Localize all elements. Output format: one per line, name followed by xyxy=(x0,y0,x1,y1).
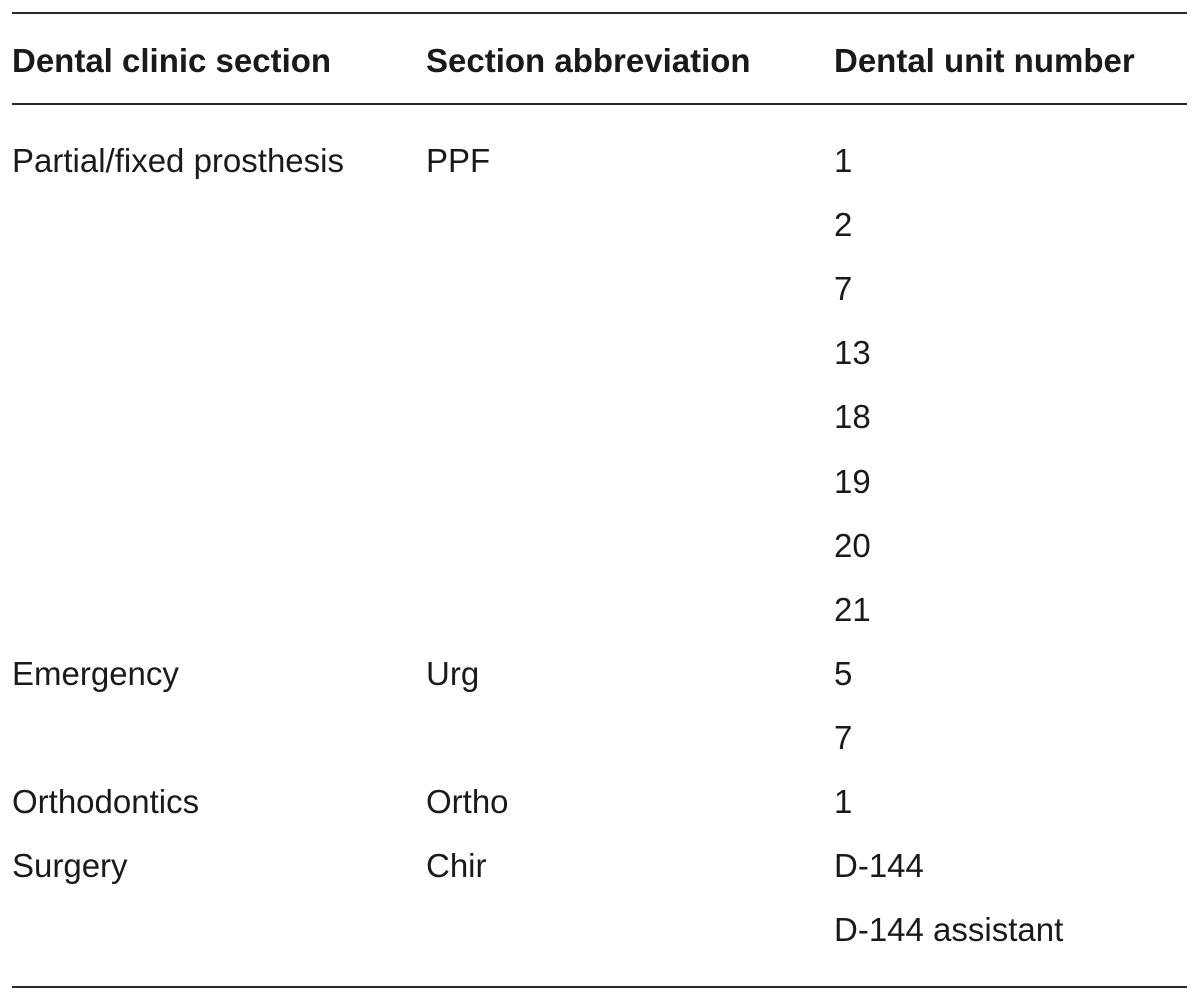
header-dental-clinic-section: Dental clinic section xyxy=(12,42,332,79)
cell-section: Orthodontics xyxy=(12,783,200,820)
cell-section: Surgery xyxy=(12,847,128,884)
cell-unit-number: 7 xyxy=(834,719,853,756)
cell-abbreviation: PPF xyxy=(426,142,491,179)
cell-unit-number: 2 xyxy=(834,206,853,243)
cell-unit-number: 21 xyxy=(834,591,871,628)
cell-abbreviation: Urg xyxy=(426,655,480,692)
table-header-rule xyxy=(12,103,1187,105)
cell-unit-number: 1 xyxy=(834,783,853,820)
cell-unit-number: 5 xyxy=(834,655,853,692)
cell-unit-number: 1 xyxy=(834,142,853,179)
cell-unit-number: D-144 assistant xyxy=(834,911,1064,948)
cell-abbreviation: Ortho xyxy=(426,783,509,820)
cell-unit-number: 13 xyxy=(834,334,871,371)
header-section-abbreviation: Section abbreviation xyxy=(426,42,751,79)
cell-unit-number: 18 xyxy=(834,398,871,435)
cell-section: Emergency xyxy=(12,655,179,692)
header-dental-unit-number: Dental unit number xyxy=(834,42,1135,79)
cell-abbreviation: Chir xyxy=(426,847,487,884)
cell-unit-number: D-144 xyxy=(834,847,924,884)
cell-unit-number: 7 xyxy=(834,270,853,307)
table-bottom-rule xyxy=(12,986,1187,988)
cell-section: Partial/fixed prosthesis xyxy=(12,142,344,179)
table-top-rule xyxy=(12,12,1187,14)
cell-unit-number: 19 xyxy=(834,463,871,500)
cell-unit-number: 20 xyxy=(834,527,871,564)
